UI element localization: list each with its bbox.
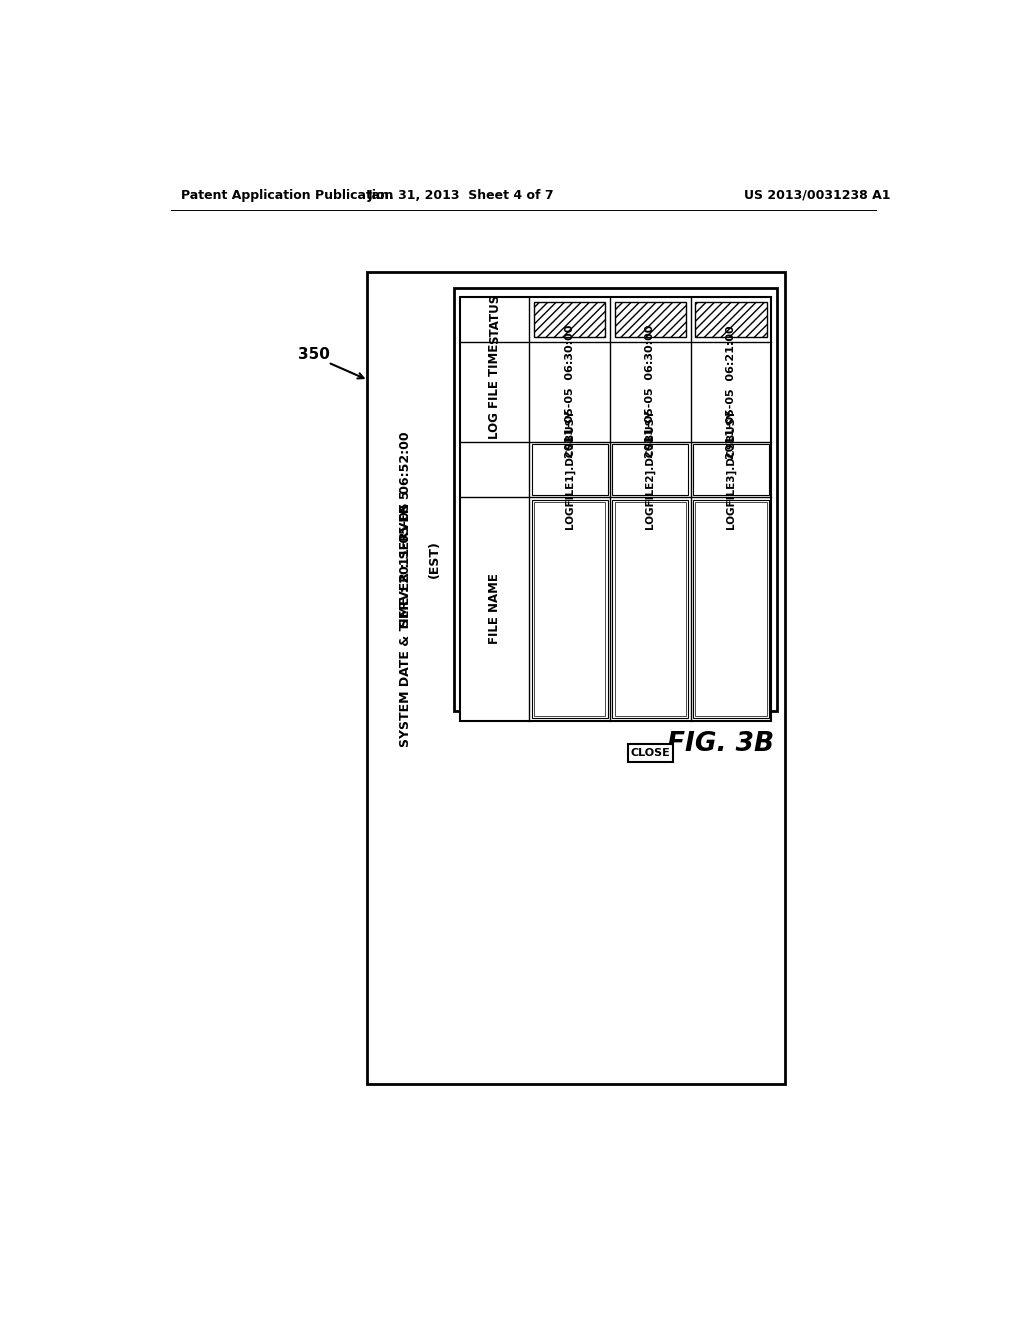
Bar [367, 272, 785, 1084]
Bar [614, 302, 686, 337]
Text: US 2013/0031238 A1: US 2013/0031238 A1 [744, 189, 891, 202]
Bar [614, 502, 686, 715]
Text: SERVER : SERVER 5: SERVER : SERVER 5 [399, 491, 412, 627]
Bar [535, 502, 605, 715]
Text: Jan. 31, 2013  Sheet 4 of 7: Jan. 31, 2013 Sheet 4 of 7 [368, 189, 555, 202]
Bar [531, 444, 607, 495]
Text: 2011-05-05  06:30:00: 2011-05-05 06:30:00 [565, 325, 574, 458]
Text: LOGFILE1].DCSBUSY: LOGFILE1].DCSBUSY [564, 409, 574, 529]
Bar [695, 502, 767, 715]
Text: 2011-05-05  06:21:00: 2011-05-05 06:21:00 [726, 325, 736, 458]
Text: LOG FILE TIME: LOG FILE TIME [488, 345, 501, 440]
Text: LOGFILE2].DCSBUSY: LOGFILE2].DCSBUSY [645, 409, 655, 529]
Text: 350: 350 [298, 347, 330, 362]
Bar [460, 297, 771, 721]
Bar [535, 302, 605, 337]
Bar [628, 743, 673, 762]
Text: FILE NAME: FILE NAME [488, 573, 501, 644]
Bar [612, 499, 688, 718]
Text: (EST): (EST) [428, 540, 440, 578]
Text: STATUS: STATUS [488, 294, 501, 345]
Bar [693, 499, 769, 718]
Text: Patent Application Publication: Patent Application Publication [180, 189, 393, 202]
Bar [612, 444, 688, 495]
Bar [693, 444, 769, 495]
Text: SYSTEM DATE & TIME : 2011-05-05  06:52:00: SYSTEM DATE & TIME : 2011-05-05 06:52:00 [399, 432, 412, 747]
Bar [531, 499, 607, 718]
Text: 2011-05-05  06:30:00: 2011-05-05 06:30:00 [645, 325, 655, 458]
Text: CLOSE: CLOSE [631, 748, 671, 758]
Text: FIG. 3B: FIG. 3B [668, 730, 774, 756]
Bar [695, 302, 767, 337]
Text: LOGFILE3].DCSBUSY: LOGFILE3].DCSBUSY [726, 409, 736, 529]
Bar [454, 288, 777, 711]
